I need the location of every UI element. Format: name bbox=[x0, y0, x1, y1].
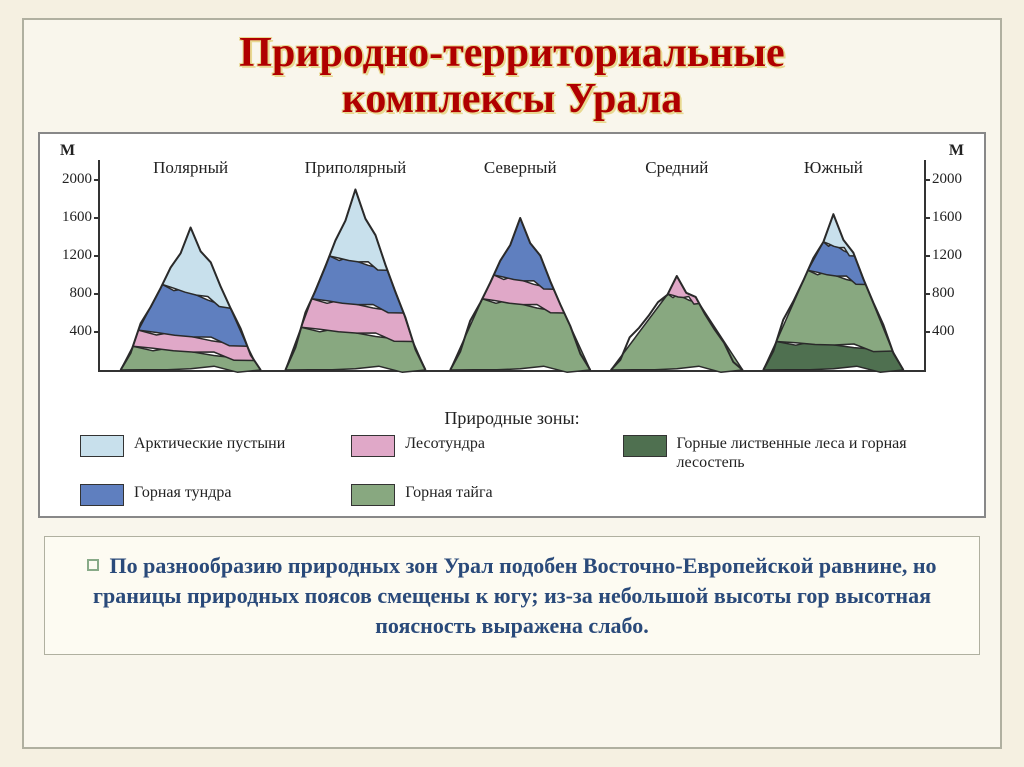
caption-text: По разнообразию природных зон Урал подоб… bbox=[67, 551, 957, 640]
chart-panel: М М 400 400 800 800 1200 1200 1600 1600 2000 2000 По… bbox=[38, 132, 986, 518]
zone-mountain_taiga bbox=[776, 271, 892, 352]
legend-swatch bbox=[80, 435, 124, 457]
axis-unit-left: М bbox=[60, 142, 75, 160]
legend-item: Горная тундра bbox=[80, 484, 327, 506]
slide: Природно-территориальные комплексы Урала… bbox=[22, 18, 1002, 749]
axis-unit-right: М bbox=[949, 142, 964, 160]
bullet-icon bbox=[87, 559, 99, 571]
legend-item: Лесотундра bbox=[351, 435, 598, 472]
slide-title: Природно-территориальные комплексы Урала bbox=[38, 30, 986, 122]
legend-title: Природные зоны: bbox=[50, 408, 974, 429]
legend-label: Горные лиственные леса и горная лесостеп… bbox=[677, 435, 944, 472]
legend: Арктические пустыни Лесотундра Горные лист… bbox=[50, 435, 974, 506]
y-tick-label: 2000 bbox=[62, 171, 92, 188]
y-tick-label: 800 bbox=[70, 285, 93, 302]
mountain-4 bbox=[100, 162, 924, 374]
tick bbox=[924, 217, 930, 219]
legend-item: Горные лиственные леса и горная лесостеп… bbox=[623, 435, 944, 472]
mountains-group: ПолярныйПриполярныйСеверныйСреднийЮжный bbox=[100, 162, 924, 390]
y-tick-label: 1600 bbox=[62, 209, 92, 226]
tick bbox=[924, 255, 930, 257]
caption-box: По разнообразию природных зон Урал подоб… bbox=[44, 536, 980, 655]
legend-swatch bbox=[623, 435, 667, 457]
y-tick-label: 400 bbox=[70, 323, 93, 340]
legend-swatch bbox=[351, 484, 395, 506]
legend-label: Горная тайга bbox=[405, 484, 492, 502]
caption-content: По разнообразию природных зон Урал подоб… bbox=[93, 553, 937, 637]
y-tick-label: 1200 bbox=[62, 247, 92, 264]
legend-item: Горная тайга bbox=[351, 484, 598, 506]
elevation-chart: М М 400 400 800 800 1200 1200 1600 1600 2000 2000 По… bbox=[50, 142, 974, 402]
y-tick-label: 1600 bbox=[932, 209, 962, 226]
y-tick-label: 800 bbox=[932, 285, 955, 302]
legend-swatch bbox=[351, 435, 395, 457]
title-line-2: комплексы Урала bbox=[342, 76, 683, 122]
legend-swatch bbox=[80, 484, 124, 506]
y-tick-label: 400 bbox=[932, 323, 955, 340]
legend-label: Лесотундра bbox=[405, 435, 485, 453]
y-tick-label: 1200 bbox=[932, 247, 962, 264]
tick bbox=[924, 179, 930, 181]
legend-item: Арктические пустыни bbox=[80, 435, 327, 472]
y-tick-label: 2000 bbox=[932, 171, 962, 188]
tick bbox=[924, 331, 930, 333]
title-line-1: Природно-территориальные bbox=[239, 30, 784, 76]
tick bbox=[924, 293, 930, 295]
legend-label: Арктические пустыни bbox=[134, 435, 285, 453]
y-axis-right bbox=[924, 160, 926, 372]
legend-label: Горная тундра bbox=[134, 484, 231, 502]
